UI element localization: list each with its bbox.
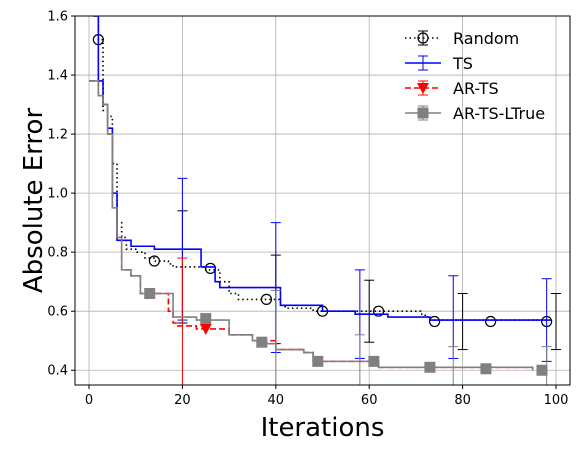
marker-random [204,262,217,274]
y-tick-label: 0.8 [47,246,68,261]
legend-item-ar-ts: AR-TS [405,79,499,98]
x-tick-label: 40 [268,393,285,408]
legend-marker [417,83,429,94]
legend-marker [417,32,429,44]
marker-ar-ts-ltrue [256,336,268,348]
legend-label: AR-TS-LTrue [453,104,545,123]
marker-ar-ts-ltrue [536,364,548,376]
y-tick-label: 1.4 [47,69,68,84]
plot-series-group [89,16,561,385]
marker-ar-ts [199,323,212,335]
marker-ar-ts-ltrue [424,361,436,373]
series-line-ar-ts-ltrue [89,80,534,371]
x-tick-label: 80 [454,393,471,408]
x-tick-label: 0 [85,393,93,408]
marker-random [485,315,497,328]
x-tick-label: 100 [544,393,569,408]
axes-frame [74,15,571,386]
series-ar-ts-ltrue [89,80,552,385]
y-tick-label: 1.2 [47,128,68,143]
series-ar-ts [89,80,534,385]
marker-random [148,255,160,267]
y-tick-label: 0.6 [47,305,68,320]
marker-ar-ts-ltrue [480,363,492,375]
legend-item-ar-ts-ltrue: AR-TS-LTrue [405,104,545,123]
marker-random [372,305,385,317]
legend-marker [417,107,429,119]
y-tick-label: 1.0 [47,187,68,202]
axis-ticks: 0 20 40 60 80 100 0.4 0.6 0.8 1.0 1.2 1.4 1.6 [47,10,568,409]
legend: Random TS AR-TS AR-TS-LTrue [405,29,545,123]
legend-label: TS [452,54,473,73]
marker-random [428,315,441,328]
marker-ar-ts-ltrue [312,355,324,367]
marker-random [260,293,273,305]
series-line-ar-ts [89,80,534,371]
grid-lines [75,15,570,385]
legend-label: AR-TS [453,79,499,98]
marker-ar-ts-ltrue [144,287,156,299]
series-random [92,16,561,351]
y-tick-label: 1.6 [47,10,68,25]
marker-ar-ts-ltrue [368,355,380,367]
x-tick-label: 60 [361,393,378,408]
series-line-ts [93,16,552,321]
series-line-random [93,16,548,322]
marker-ar-ts-ltrue [200,313,212,325]
legend-item-ts: TS [405,54,473,73]
x-tick-label: 20 [174,393,191,408]
y-tick-label: 0.4 [47,364,68,379]
x-axis-label: Iterations [261,413,385,443]
legend-item-random: Random [405,29,519,48]
y-axis-label: Absolute Error [19,108,49,294]
legend-label: Random [453,29,519,48]
series-ts [93,16,552,362]
